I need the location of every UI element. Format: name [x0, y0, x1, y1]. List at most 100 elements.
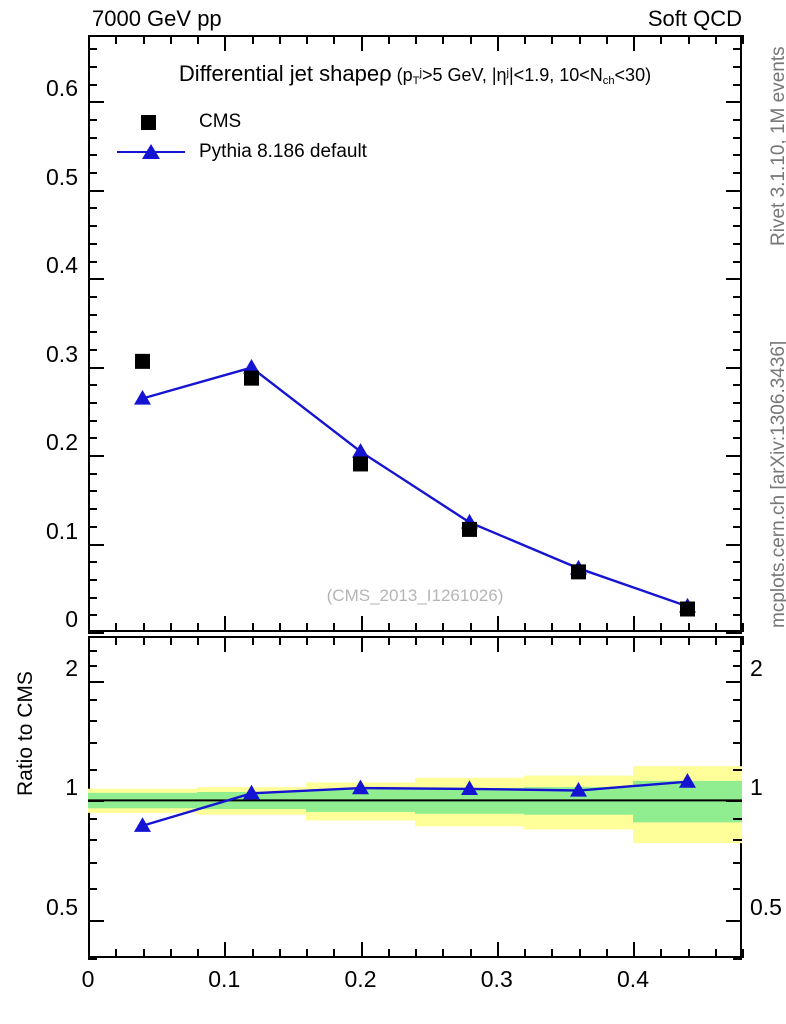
axis-tick [714, 636, 717, 645]
axis-tick [88, 958, 97, 960]
axis-tick [733, 508, 742, 511]
ratio-y-tick-label-right: 2 [750, 655, 763, 682]
plot-title: Differential jet shapeρ (pTj>5 GeV, |ηj|… [88, 60, 742, 94]
axis-tick [733, 649, 742, 652]
axis-tick [733, 172, 742, 175]
axis-tick [88, 490, 97, 493]
axis-tick [524, 623, 526, 632]
axis-tick [469, 35, 472, 44]
axis-tick [578, 636, 581, 645]
axis-tick [88, 260, 97, 263]
axis-tick [88, 681, 104, 684]
axis-tick [88, 172, 97, 175]
plot-title-cond-mid: >5 GeV, |η [421, 65, 507, 86]
axis-tick [496, 636, 499, 652]
axis-tick [333, 35, 336, 44]
axis-tick [251, 636, 254, 645]
axis-tick [88, 561, 97, 564]
axis-tick [251, 949, 254, 958]
analysis-id-watermark: (CMS_2013_I1261026) [326, 586, 504, 605]
main-y-tick-label: 0.2 [46, 429, 78, 456]
axis-tick [115, 636, 118, 645]
legend-label-pythia: Pythia 8.186 default [199, 141, 367, 162]
axis-tick [733, 136, 742, 139]
axis-tick [197, 636, 199, 645]
axis-tick [88, 154, 97, 157]
ratio-band-inner [633, 780, 742, 823]
axis-tick [524, 949, 526, 958]
axis-tick [88, 525, 97, 528]
axis-tick [88, 402, 97, 405]
axis-tick [169, 35, 172, 44]
axis-tick [88, 769, 97, 771]
axis-tick [633, 636, 635, 652]
axis-tick [387, 623, 390, 632]
axis-tick [726, 189, 742, 192]
plot-title-sub-T: T [412, 75, 420, 88]
axis-tick [197, 623, 199, 632]
main-plot-frame [88, 35, 742, 632]
axis-tick [496, 616, 499, 632]
ratio-marker-triangle [461, 780, 478, 796]
axis-tick [726, 101, 742, 104]
axis-tick [726, 366, 742, 369]
axis-tick [742, 623, 744, 632]
axis-tick [88, 614, 97, 617]
axis-tick [578, 35, 581, 44]
axis-tick [88, 48, 97, 51]
axis-tick [387, 949, 390, 958]
ratio-y-tick-label-left: 0.5 [46, 893, 78, 920]
axis-tick [733, 490, 742, 493]
axis-tick [496, 942, 499, 958]
x-tick-label: 0 [81, 966, 95, 992]
axis-tick [224, 636, 227, 652]
ratio-line [142, 780, 688, 827]
axis-tick [551, 35, 554, 44]
axis-tick [687, 35, 690, 44]
header-process-label: Soft QCD [647, 6, 742, 31]
axis-tick [88, 242, 97, 245]
plot-title-cond-close: <30) [614, 65, 652, 86]
axis-tick [88, 35, 90, 51]
legend: CMS Pythia 8.186 default [115, 107, 367, 167]
axis-tick [142, 636, 145, 645]
ratio-marker-triangle [243, 784, 260, 800]
axis-tick [605, 949, 608, 958]
axis-tick [306, 636, 308, 645]
mc-marker-triangle [243, 359, 260, 374]
header-beam-label: 7000 GeV pp [92, 6, 222, 31]
axis-tick [88, 225, 97, 228]
axis-tick [88, 65, 97, 68]
axis-tick [224, 942, 227, 958]
legend-label-cms: CMS [199, 111, 242, 132]
axis-tick [88, 295, 97, 298]
x-tick-label: 0.4 [617, 966, 649, 992]
axis-tick [278, 949, 281, 958]
axis-tick [733, 838, 742, 841]
axis-tick [88, 348, 97, 351]
axis-tick [88, 101, 104, 104]
axis-tick [88, 818, 97, 821]
axis-tick [733, 742, 742, 745]
legend-entry-pythia: Pythia 8.186 default [115, 137, 367, 167]
axis-tick [115, 949, 118, 958]
data-marker-square [135, 353, 150, 369]
axis-tick [714, 35, 717, 44]
axis-tick [387, 35, 390, 44]
mc-marker-triangle [352, 443, 369, 458]
axis-tick [88, 437, 97, 440]
main-y-tick-label: 0 [65, 606, 78, 632]
axis-tick [733, 699, 742, 702]
axis-tick [169, 636, 172, 645]
axis-tick [633, 35, 635, 51]
axis-tick [142, 623, 145, 632]
axis-tick [469, 623, 472, 632]
axis-tick [251, 623, 254, 632]
axis-tick [714, 623, 717, 632]
axis-tick [733, 525, 742, 528]
axis-tick [469, 636, 472, 645]
axis-tick [415, 35, 417, 44]
data-marker-square [353, 456, 368, 472]
axis-tick [733, 242, 742, 245]
